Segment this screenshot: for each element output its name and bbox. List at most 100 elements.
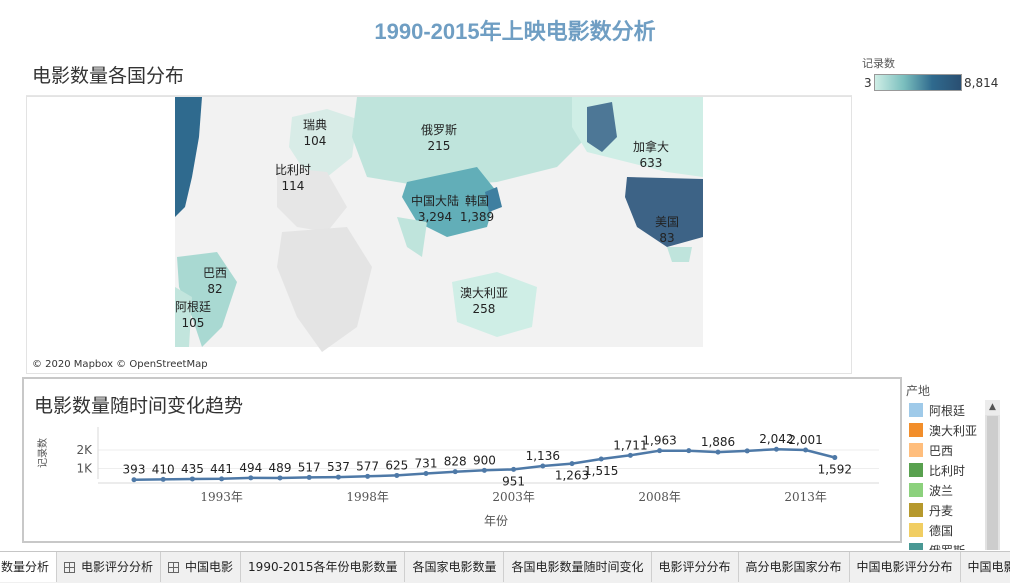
map-credit[interactable]: © 2020 Mapbox © OpenStreetMap xyxy=(32,359,208,370)
data-label: 517 xyxy=(298,460,321,474)
region-legend-item[interactable]: 德国 xyxy=(906,520,986,540)
region-legend-list[interactable]: 阿根廷澳大利亚巴西比利时波兰丹麦德国俄罗斯 xyxy=(906,400,986,550)
legend-swatch xyxy=(909,463,923,477)
sheet-tab-label: 电影评分分布 xyxy=(658,560,731,574)
map-label-name: 美国 xyxy=(654,215,680,229)
sheet-tab[interactable]: 高分电影国家分布 xyxy=(738,552,850,582)
map-label-sweden[interactable]: 瑞典 104 xyxy=(303,117,327,149)
region-sweden[interactable] xyxy=(289,109,357,177)
map-label-china[interactable]: 中国大陆 3,294 xyxy=(411,193,459,225)
region-alaska-west[interactable] xyxy=(175,97,202,217)
map-label-value: 1,389 xyxy=(459,210,495,224)
sheet-tab[interactable]: 中国电影 xyxy=(161,552,242,582)
region-legend-item[interactable]: 比利时 xyxy=(906,460,986,480)
region-legend-label: 波兰 xyxy=(929,483,954,498)
sheet-tab-label: 中国电影 xyxy=(185,560,234,574)
data-point xyxy=(773,446,779,452)
region-india[interactable] xyxy=(397,217,427,257)
region-argentina[interactable] xyxy=(175,287,192,347)
region-legend-item[interactable]: 丹麦 xyxy=(906,500,986,520)
data-label: 435 xyxy=(181,462,204,476)
map-label-australia[interactable]: 澳大利亚 258 xyxy=(460,285,508,317)
data-point xyxy=(248,475,254,481)
sheet-tab[interactable]: 中国电影 xyxy=(960,552,1010,582)
data-point xyxy=(219,476,225,482)
map-label-russia[interactable]: 俄罗斯 215 xyxy=(421,122,457,154)
map-label-korea[interactable]: 韩国 1,389 xyxy=(460,193,494,225)
region-legend-label: 阿根廷 xyxy=(929,403,966,418)
x-tick-label: 2003年 xyxy=(492,490,535,504)
region-africa[interactable] xyxy=(277,227,372,352)
region-legend-item[interactable]: 巴西 xyxy=(906,440,986,460)
sheet-tab[interactable]: 电影评分分布 xyxy=(651,552,739,582)
sheet-tab[interactable]: 各国电影数量随时间变化 xyxy=(504,552,652,582)
data-point xyxy=(832,455,838,461)
data-point xyxy=(481,467,487,473)
sheet-tab[interactable]: 1990-2015各年份电影数量 xyxy=(241,552,406,582)
data-label: 1,136 xyxy=(526,449,560,463)
data-label: 577 xyxy=(356,459,379,473)
region-russia[interactable] xyxy=(352,97,587,187)
map-label-name: 澳大利亚 xyxy=(459,286,509,300)
data-label: 625 xyxy=(385,458,408,472)
data-point xyxy=(394,472,400,478)
sheet-tab[interactable]: 电影评分分析 xyxy=(57,552,162,582)
sheet-tab[interactable]: 中国电影评分分布 xyxy=(849,552,961,582)
legend-swatch xyxy=(909,543,923,550)
map-label-value: 104 xyxy=(303,134,327,148)
region-mexico[interactable] xyxy=(667,247,692,262)
map-label-brazil[interactable]: 巴西 82 xyxy=(203,265,227,297)
region-china[interactable] xyxy=(402,167,497,237)
region-australia[interactable] xyxy=(452,272,537,337)
map-label-value: 105 xyxy=(181,316,205,330)
data-label: 1,886 xyxy=(701,435,735,449)
map-label-value: 83 xyxy=(659,231,675,245)
x-axis-label: 年份 xyxy=(484,514,508,528)
scroll-up-arrow-icon[interactable]: ▲ xyxy=(985,400,1000,415)
map-label-name: 俄罗斯 xyxy=(420,123,458,137)
region-alaska[interactable] xyxy=(587,102,617,152)
region-legend-title: 产地 xyxy=(906,384,931,398)
region-legend-item[interactable]: 澳大利亚 xyxy=(906,420,986,440)
map-label-name: 阿根廷 xyxy=(174,300,212,314)
x-tick-label: 2013年 xyxy=(784,490,827,504)
map-label-belgium[interactable]: 比利时 114 xyxy=(275,162,311,194)
sheet-tab-label: 各国电影数量随时间变化 xyxy=(511,560,644,574)
region-legend-item[interactable]: 波兰 xyxy=(906,480,986,500)
region-legend-item[interactable]: 俄罗斯 xyxy=(906,540,986,550)
data-label: 1,592 xyxy=(818,463,852,477)
world-map[interactable]: 瑞典 104 俄罗斯 215 加拿大 633 比利时 114 中国大陆 3,29… xyxy=(26,96,852,374)
data-point xyxy=(189,476,195,482)
data-label: 1,711 xyxy=(613,438,647,452)
trend-chart-panel[interactable]: 电影数量随时间变化趋势 2K 1K 记录数 1993年 1998年 2003年 2008年 2… xyxy=(22,377,902,543)
map-label-name: 韩国 xyxy=(464,194,490,208)
map-label-argentina[interactable]: 阿根廷 105 xyxy=(175,299,211,331)
region-usa[interactable] xyxy=(625,177,703,247)
data-label: 900 xyxy=(473,453,496,467)
count-legend-max: 8,814 xyxy=(964,76,999,90)
region-brazil[interactable] xyxy=(177,252,237,347)
region-legend-scrollbar[interactable]: ▲ xyxy=(985,400,1000,550)
data-label: 494 xyxy=(239,461,262,475)
data-point xyxy=(335,474,341,480)
region-europe[interactable] xyxy=(277,167,347,232)
data-point xyxy=(715,449,721,455)
map-label-name: 中国大陆 xyxy=(410,194,460,208)
map-label-canada[interactable]: 加拿大 633 xyxy=(633,139,669,171)
data-label: 951 xyxy=(502,474,525,488)
scroll-thumb[interactable] xyxy=(987,416,998,550)
sheet-tab[interactable]: 各国家电影数量 xyxy=(405,552,505,582)
region-korea[interactable] xyxy=(485,187,502,212)
sheet-tab[interactable]: 数量分析 xyxy=(0,552,58,582)
dashboard-grid-icon xyxy=(64,561,76,573)
y-axis-label: 记录数 xyxy=(36,438,49,468)
data-label: 441 xyxy=(210,462,233,476)
map-canvas[interactable] xyxy=(27,97,852,374)
region-legend-item[interactable]: 阿根廷 xyxy=(906,400,986,420)
sheet-tab-bar: 数量分析 电影评分分析 中国电影 1990-2015各年份电影数量 各国家电影数量 各国电… xyxy=(0,551,1010,583)
map-label-usa[interactable]: 美国 83 xyxy=(655,214,679,246)
sheet-tab-label: 电影评分分析 xyxy=(81,560,154,574)
x-tick-label: 1998年 xyxy=(346,490,389,504)
map-label-name: 比利时 xyxy=(274,163,312,177)
